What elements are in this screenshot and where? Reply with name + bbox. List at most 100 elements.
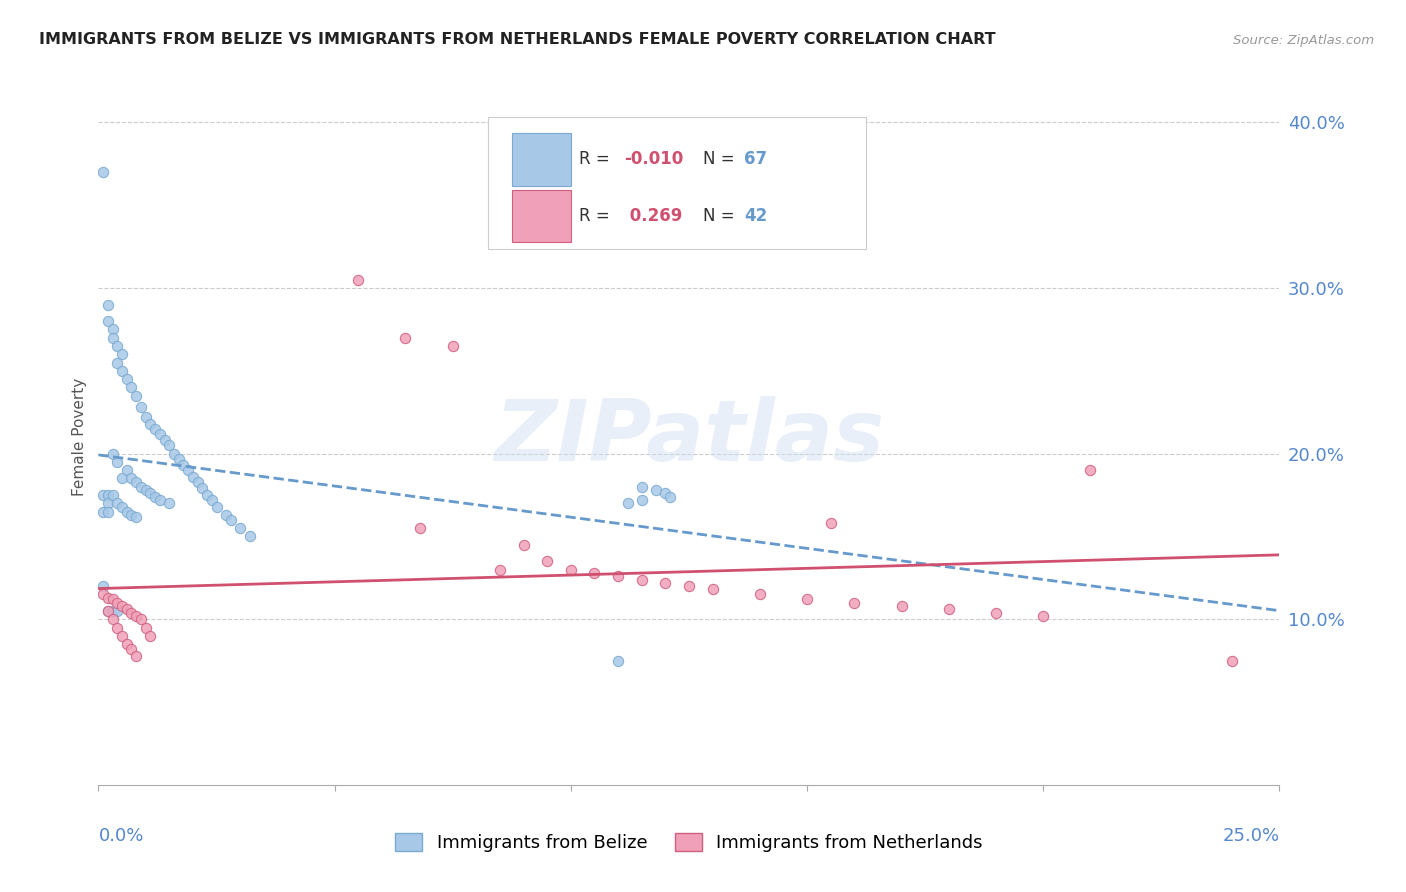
Point xyxy=(101,604,124,618)
Text: 0.0%: 0.0% xyxy=(98,827,143,845)
Point xyxy=(607,569,630,583)
Point xyxy=(659,490,682,504)
Text: 0.269: 0.269 xyxy=(624,207,682,226)
Point xyxy=(607,654,630,668)
Point xyxy=(630,573,652,587)
FancyBboxPatch shape xyxy=(512,134,571,186)
Point xyxy=(135,410,157,425)
Point xyxy=(101,488,124,502)
Text: R =: R = xyxy=(579,207,614,226)
Point xyxy=(938,602,960,616)
Point xyxy=(630,480,652,494)
Point xyxy=(702,582,724,597)
Text: R =: R = xyxy=(579,151,614,169)
Point xyxy=(121,471,143,485)
Point xyxy=(844,596,866,610)
Point xyxy=(97,604,120,618)
Text: N =: N = xyxy=(703,207,740,226)
Point xyxy=(143,490,166,504)
FancyBboxPatch shape xyxy=(488,117,866,249)
Point xyxy=(135,483,157,497)
Point xyxy=(121,642,143,657)
Point xyxy=(1032,609,1054,624)
Point xyxy=(129,612,152,626)
Point xyxy=(115,602,138,616)
Point xyxy=(121,380,143,394)
Point xyxy=(125,475,148,489)
Point xyxy=(890,599,912,613)
Point xyxy=(97,505,120,519)
Text: N =: N = xyxy=(703,151,740,169)
Point xyxy=(820,516,842,531)
Point xyxy=(91,505,114,519)
Point xyxy=(91,579,114,593)
FancyBboxPatch shape xyxy=(512,190,571,243)
Text: ZIPatlas: ZIPatlas xyxy=(494,395,884,479)
Point xyxy=(115,463,138,477)
Point xyxy=(630,493,652,508)
Point xyxy=(143,422,166,436)
Point xyxy=(394,331,416,345)
Point xyxy=(205,500,228,514)
Point xyxy=(105,596,128,610)
Point xyxy=(215,508,238,522)
Point xyxy=(105,339,128,353)
Point xyxy=(101,331,124,345)
Point xyxy=(105,496,128,510)
Point xyxy=(111,500,134,514)
Point xyxy=(157,496,180,510)
Point xyxy=(97,297,120,311)
Point xyxy=(157,438,180,452)
Point xyxy=(115,637,138,651)
Point xyxy=(115,372,138,386)
Point xyxy=(748,587,770,601)
Point xyxy=(229,521,252,535)
Point xyxy=(163,447,186,461)
Point xyxy=(111,471,134,485)
Point xyxy=(115,505,138,519)
Point xyxy=(644,483,666,497)
Point xyxy=(139,486,162,500)
Point xyxy=(347,273,370,287)
Point xyxy=(191,482,214,496)
Point xyxy=(1080,463,1102,477)
Point xyxy=(97,591,120,605)
Point xyxy=(1220,654,1243,668)
Point xyxy=(129,480,152,494)
Text: 25.0%: 25.0% xyxy=(1222,827,1279,845)
Point xyxy=(121,508,143,522)
Point xyxy=(153,434,176,448)
Point xyxy=(796,592,818,607)
Point xyxy=(125,389,148,403)
Point xyxy=(167,451,190,466)
Point xyxy=(101,322,124,336)
Point xyxy=(201,493,224,508)
Point xyxy=(187,475,209,489)
Point xyxy=(654,486,676,500)
Point xyxy=(129,401,152,415)
Text: Source: ZipAtlas.com: Source: ZipAtlas.com xyxy=(1233,35,1374,47)
Point xyxy=(139,417,162,431)
Point xyxy=(536,554,558,568)
Point xyxy=(97,314,120,328)
Point xyxy=(135,621,157,635)
Point xyxy=(97,496,120,510)
Point xyxy=(125,609,148,624)
Point xyxy=(91,587,114,601)
Point xyxy=(219,513,242,527)
Point xyxy=(560,563,582,577)
Point xyxy=(489,563,512,577)
Point xyxy=(139,629,162,643)
Point xyxy=(105,621,128,635)
Point xyxy=(616,496,638,510)
Text: -0.010: -0.010 xyxy=(624,151,683,169)
Legend: Immigrants from Belize, Immigrants from Netherlands: Immigrants from Belize, Immigrants from … xyxy=(388,826,990,859)
Point xyxy=(172,458,194,473)
Point xyxy=(239,529,262,543)
Point xyxy=(441,339,464,353)
Point xyxy=(177,463,200,477)
Point xyxy=(121,606,143,620)
Point xyxy=(101,592,124,607)
Text: 67: 67 xyxy=(744,151,768,169)
Point xyxy=(105,604,128,618)
